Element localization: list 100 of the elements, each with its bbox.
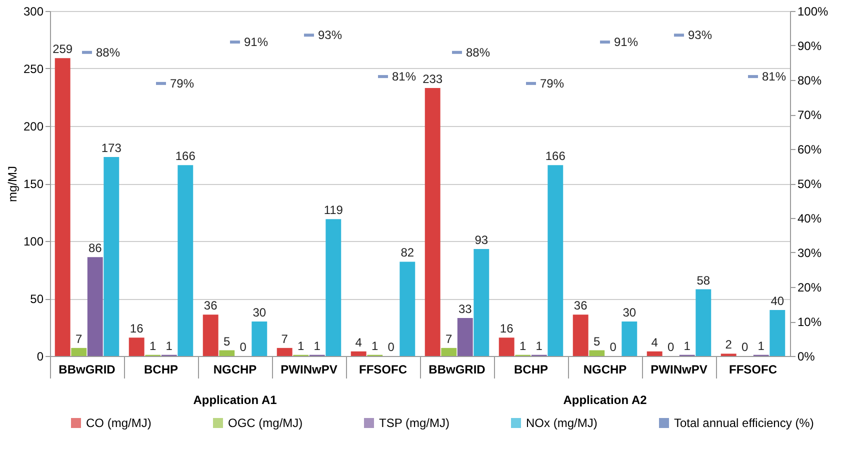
- x-tick-label: FFSOFC: [359, 362, 408, 376]
- legend-label: OGC (mg/MJ): [228, 416, 303, 430]
- data-label: 2: [725, 338, 732, 352]
- data-label: 81%: [762, 70, 786, 84]
- data-label: 86: [88, 241, 102, 256]
- data-label: 259: [52, 42, 73, 56]
- data-label: 0: [610, 340, 617, 354]
- bar: [457, 318, 473, 356]
- y-tick-label: 250: [23, 62, 44, 76]
- data-label: 1: [166, 338, 173, 353]
- data-label: 30: [622, 306, 636, 320]
- data-label: 33: [458, 302, 472, 316]
- data-label: 4: [651, 335, 658, 350]
- data-label: 79%: [540, 76, 564, 90]
- bar: [441, 348, 457, 356]
- legend-label: NOx (mg/MJ): [526, 416, 598, 430]
- legend-label: TSP (mg/MJ): [379, 416, 450, 430]
- bar: [474, 249, 490, 356]
- data-label: 88%: [96, 45, 120, 60]
- data-label: 5: [594, 334, 601, 348]
- y2-tick-label: 50%: [798, 177, 822, 191]
- data-label: 7: [76, 332, 83, 346]
- x-tick-label: PWINwPV: [280, 362, 338, 376]
- y2-tick-label: 40%: [798, 212, 822, 226]
- y2-tick-label: 60%: [798, 142, 822, 156]
- data-label: 166: [175, 149, 196, 164]
- bar: [252, 322, 268, 356]
- data-label: 1: [372, 338, 379, 353]
- bar: [87, 257, 103, 356]
- y-tick-label: 200: [23, 120, 44, 134]
- bar: [276, 348, 292, 356]
- data-label: 88%: [466, 45, 490, 60]
- data-label: 81%: [392, 70, 416, 84]
- x-tick-label: BBwGRID: [428, 362, 486, 376]
- data-label: 82: [400, 246, 414, 260]
- x-tick-label: BBwGRID: [58, 362, 116, 376]
- bar: [589, 350, 605, 356]
- legend-label: Total annual efficiency (%): [674, 416, 814, 430]
- data-label: 5: [224, 334, 231, 348]
- x-tick-label: NGCHP: [583, 362, 627, 376]
- data-label: 0: [388, 340, 395, 354]
- bar: [696, 289, 712, 356]
- bar: [54, 58, 70, 356]
- y2-tick-label: 70%: [798, 108, 822, 122]
- data-label: 1: [684, 338, 691, 353]
- text: Application A2: [563, 393, 648, 407]
- bar: [178, 165, 194, 356]
- data-label: 7: [446, 332, 453, 346]
- data-label: 91%: [244, 35, 268, 50]
- data-label: 0: [668, 340, 675, 354]
- bar: [548, 165, 564, 356]
- data-label: 0: [742, 340, 749, 354]
- bar: [622, 322, 638, 356]
- bar: [770, 310, 786, 356]
- x-tick-label: PWINwPV: [650, 362, 708, 376]
- text: Application A1: [193, 393, 278, 407]
- y2-tick-label: 100%: [798, 4, 829, 18]
- y2-tick-label: 0%: [798, 350, 816, 364]
- x-tick-label: BCHP: [514, 362, 548, 376]
- data-label: 4: [355, 335, 362, 350]
- y-tick-label: 100: [23, 234, 44, 248]
- data-label: 233: [422, 72, 443, 86]
- data-label: 166: [545, 149, 566, 164]
- x-tick-label: BCHP: [144, 362, 178, 376]
- data-label: 1: [314, 338, 321, 353]
- y2-tick-label: 80%: [798, 74, 822, 88]
- data-label: 173: [101, 141, 122, 156]
- data-label: 79%: [170, 76, 194, 90]
- data-label: 36: [204, 298, 218, 313]
- data-label: 16: [130, 322, 144, 336]
- data-label: 1: [150, 338, 157, 353]
- bar: [498, 338, 514, 356]
- data-label: 40: [770, 294, 784, 308]
- y2-tick-label: 20%: [798, 280, 822, 294]
- y-tick-label: 150: [23, 177, 44, 191]
- bar: [350, 351, 366, 356]
- bar: [202, 314, 218, 356]
- data-label: 1: [758, 338, 765, 353]
- data-label: 16: [500, 322, 514, 336]
- x-tick-label: FFSOFC: [729, 362, 778, 376]
- y2-tick-label: 90%: [798, 39, 822, 53]
- y-axis-title: mg/MJ: [5, 166, 20, 202]
- data-label: 36: [574, 298, 588, 313]
- data-label: 93: [474, 233, 488, 248]
- bar: [572, 314, 588, 356]
- y2-tick-label: 10%: [798, 315, 822, 329]
- data-label: 1: [520, 338, 527, 353]
- bar: [71, 348, 87, 356]
- bar: [128, 338, 144, 356]
- data-label: 0: [240, 340, 247, 354]
- bar: [400, 262, 416, 356]
- y2-tick-label: 30%: [798, 246, 822, 260]
- data-label: 1: [536, 338, 543, 353]
- data-label: 58: [696, 273, 710, 288]
- bar: [326, 219, 342, 356]
- data-label: 119: [324, 203, 344, 218]
- data-label: 91%: [614, 35, 638, 50]
- y-tick-label: 0: [36, 350, 44, 364]
- x-tick-label: NGCHP: [213, 362, 257, 376]
- bar: [646, 351, 662, 356]
